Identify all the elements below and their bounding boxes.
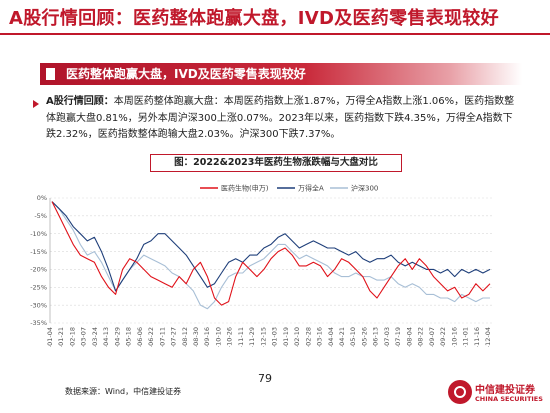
x-tick-label: 2023-11-16	[473, 327, 481, 347]
section-banner	[40, 63, 522, 85]
legend-label: 万得全A	[298, 184, 324, 193]
series-line	[51, 201, 490, 310]
source-note: 数据来源：Wind，中信建投证券	[65, 387, 182, 396]
chart-caption: 图：2022&2023年医药生物涨跌幅与大盘对比	[150, 154, 402, 172]
x-tick-label: 2022-08-30	[192, 327, 200, 347]
x-tick-label: 2023-06-13	[372, 327, 380, 347]
x-tick-label: 2022-01-21	[57, 327, 65, 347]
y-tick-label: -35%	[30, 319, 47, 327]
x-tick-label: 2023-02-10	[293, 327, 301, 347]
page-title: A股行情回顾：医药整体跑赢大盘，IVD及医药零售表现较好	[9, 8, 499, 29]
x-tick-label: 2022-06-06	[136, 327, 144, 347]
summary-text: 本周医药整体跑赢大盘：本周医药指数上涨1.87%，万得全A指数上涨1.06%，医…	[46, 96, 515, 140]
x-tick-label: 2022-07-11	[158, 327, 166, 347]
banner-marker-icon	[46, 68, 55, 80]
x-tick-label: 2023-01-19	[282, 327, 290, 347]
y-tick-label: 0%	[37, 194, 47, 202]
x-tick-label: 2023-10-16	[450, 327, 458, 347]
china-securities-logo-icon	[448, 380, 472, 404]
x-tick-label: 2023-07-03	[383, 327, 391, 347]
y-tick-label: -5%	[34, 212, 47, 220]
x-tick-label: 2022-10-10	[214, 327, 222, 347]
x-tick-label: 2022-04-29	[113, 327, 121, 347]
x-tick-label: 2023-08-04	[405, 327, 413, 347]
x-tick-label: 2023-05-10	[349, 327, 357, 347]
x-tick-label: 2022-05-18	[125, 327, 133, 347]
x-tick-label: 2023-04-04	[327, 327, 335, 347]
x-tick-label: 2023-03-16	[316, 327, 324, 347]
summary-lead: A股行情回顾：	[46, 96, 114, 107]
x-tick-label: 2022-03-07	[80, 327, 88, 347]
performance-line-chart: 0%-5%-10%-15%-20%-25%-30%-35%2022-01-04 2…	[30, 184, 492, 347]
summary-paragraph: A股行情回顾：本周医药整体跑赢大盘：本周医药指数上涨1.87%，万得全A指数上涨…	[46, 94, 516, 144]
logo-name-cn: 中信建投证券	[475, 385, 535, 396]
x-tick-label: 2023-07-19	[394, 327, 402, 347]
x-tick-label: 2022-04-13	[102, 327, 110, 347]
x-tick-label: 2022-07-27	[170, 327, 178, 347]
x-tick-label: 2023-05-26	[360, 327, 368, 347]
y-tick-label: -25%	[30, 283, 47, 291]
x-tick-label: 2022-11-11	[237, 327, 245, 347]
x-tick-label: 2022-10-26	[226, 327, 234, 347]
page-number: 79	[258, 372, 272, 385]
x-tick-label: 2022-01-04	[46, 327, 54, 347]
x-tick-label: 2022-06-22	[147, 327, 155, 347]
x-tick-label: 2022-11-29	[248, 327, 256, 347]
y-tick-label: -20%	[30, 266, 47, 274]
x-tick-label: 2023-09-22	[439, 327, 447, 347]
series-line	[51, 201, 491, 306]
x-tick-label: 2023-11-01	[462, 327, 470, 347]
x-tick-label: 2022-02-18	[68, 327, 76, 347]
x-tick-label: 2023-04-21	[338, 327, 346, 347]
x-tick-label: 2022-08-12	[181, 327, 189, 347]
x-tick-label: 2023-02-28	[304, 327, 312, 347]
y-tick-label: -15%	[30, 248, 47, 256]
x-tick-label: 2023-09-07	[428, 327, 436, 347]
x-tick-label: 2023-01-03	[271, 327, 279, 347]
section-banner-text: 医药整体跑赢大盘，IVD及医药零售表现较好	[66, 67, 306, 81]
title-divider	[0, 33, 550, 35]
y-tick-label: -30%	[30, 301, 47, 309]
series-line	[51, 201, 491, 292]
x-tick-label: 2022-12-15	[259, 327, 267, 347]
x-tick-label: 2023-12-04	[484, 327, 492, 347]
legend-label: 沪深300	[351, 184, 378, 193]
x-tick-label: 2022-03-24	[91, 327, 99, 347]
x-tick-label: 2023-08-22	[417, 327, 425, 347]
bullet-triangle-icon	[33, 100, 39, 108]
logo-name-en: CHINA SECURITIES	[475, 395, 543, 403]
legend-label: 医药生物(申万)	[221, 184, 269, 193]
y-tick-label: -10%	[30, 230, 47, 238]
x-tick-label: 2022-09-16	[203, 327, 211, 347]
